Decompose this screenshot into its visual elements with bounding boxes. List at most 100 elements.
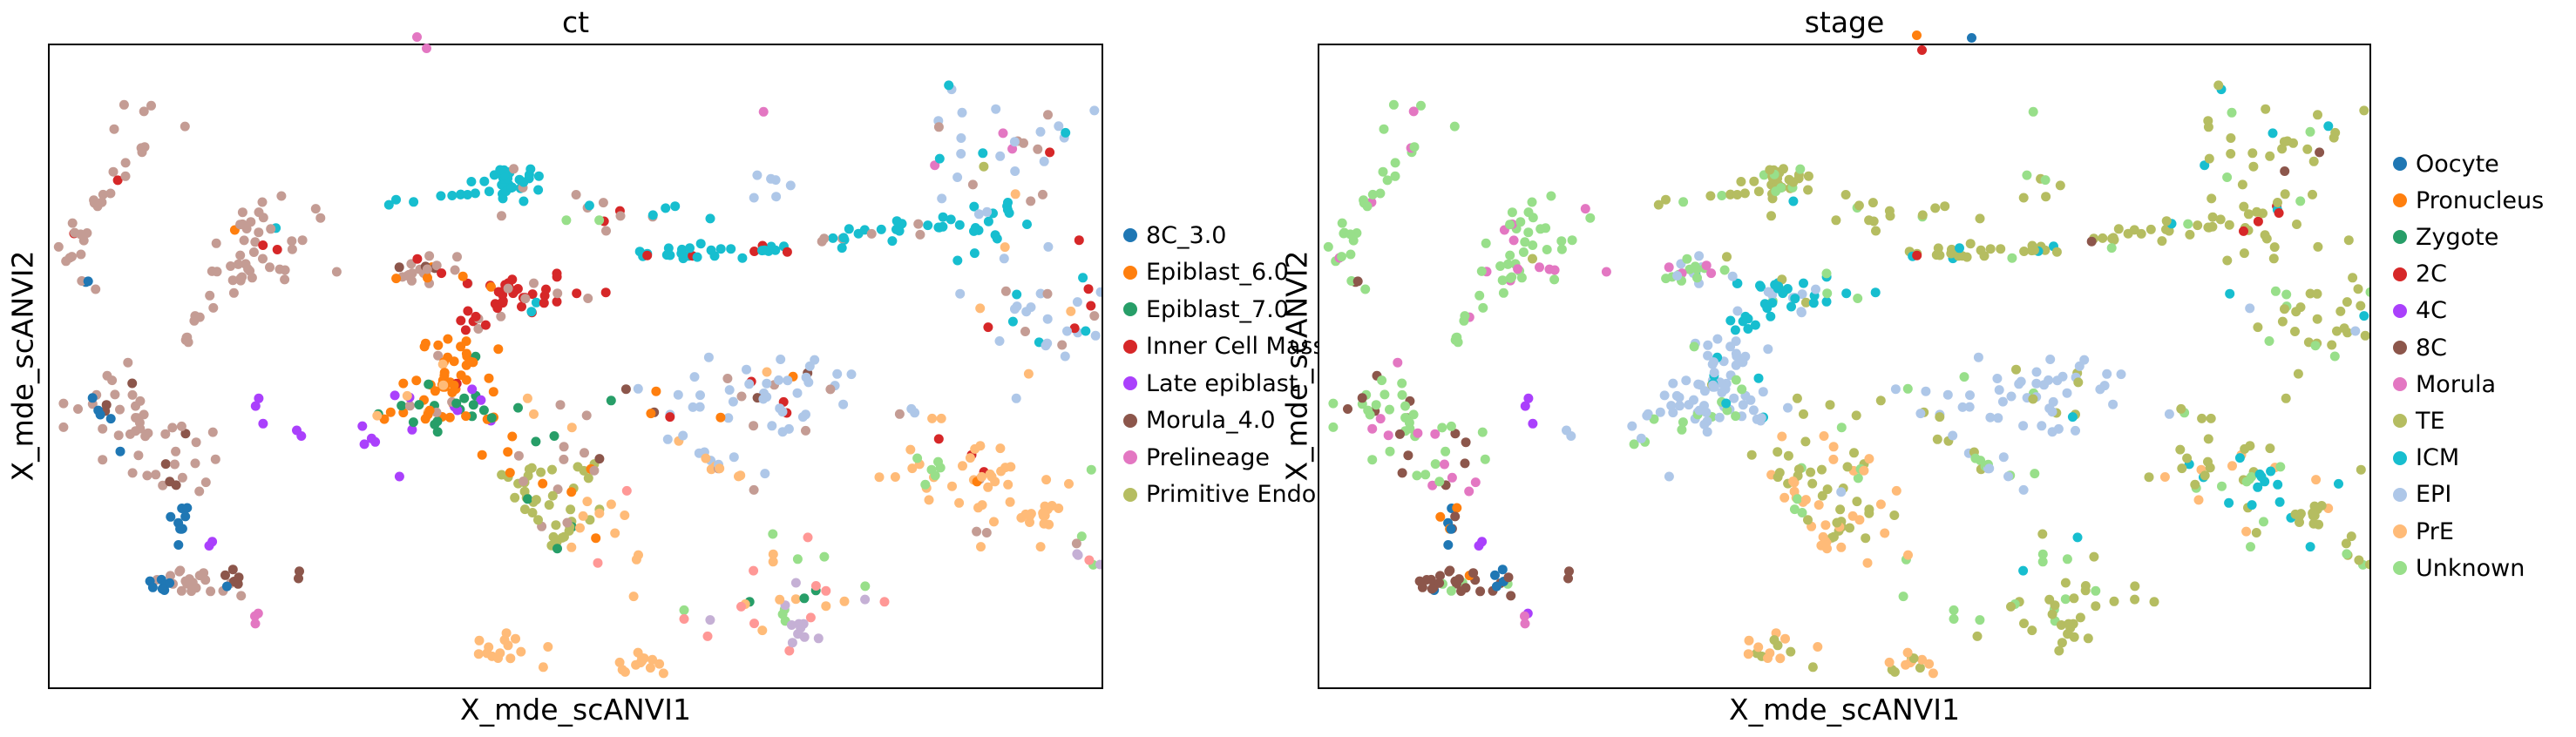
data-point xyxy=(471,311,481,321)
data-point xyxy=(1749,176,1759,186)
data-point xyxy=(758,394,769,404)
data-point xyxy=(2044,375,2054,385)
data-point xyxy=(2329,351,2340,362)
data-point xyxy=(220,570,230,580)
data-point xyxy=(726,244,736,254)
data-point xyxy=(2256,471,2267,482)
data-point xyxy=(2247,148,2258,159)
data-point xyxy=(606,499,616,510)
data-point xyxy=(248,247,259,257)
data-point xyxy=(287,236,297,247)
data-point xyxy=(1871,226,1881,236)
data-point xyxy=(1719,265,1730,275)
legend-label: ICM xyxy=(2416,444,2460,472)
data-point xyxy=(2177,463,2187,474)
data-point xyxy=(994,336,1005,346)
data-point xyxy=(990,230,1000,240)
data-point xyxy=(2264,336,2274,346)
data-point xyxy=(1527,197,1537,207)
legend-item-pronucleus: Pronucleus xyxy=(2393,189,2544,213)
data-point xyxy=(709,251,720,261)
data-point xyxy=(182,578,192,589)
data-point xyxy=(2308,156,2319,166)
data-point xyxy=(1959,372,1969,382)
data-point xyxy=(58,398,69,409)
data-point xyxy=(486,413,497,423)
data-point xyxy=(1003,479,1013,490)
data-point xyxy=(736,391,747,402)
data-point xyxy=(67,218,78,228)
legend-swatch-icon xyxy=(1123,302,1137,316)
legend-item-4c: 4C xyxy=(2393,299,2447,322)
data-point xyxy=(1528,240,1538,250)
data-point xyxy=(1502,259,1513,269)
data-point xyxy=(2330,127,2341,138)
data-point xyxy=(2277,316,2288,327)
legend-item-morula: Morula xyxy=(2393,373,2496,396)
data-point xyxy=(1789,486,1800,497)
data-point xyxy=(647,654,658,665)
data-point xyxy=(297,235,308,246)
data-point xyxy=(572,288,582,299)
data-point xyxy=(357,421,368,431)
data-point xyxy=(98,455,108,465)
data-point xyxy=(2247,500,2257,510)
legend-label: Morula_4.0 xyxy=(1146,407,1276,434)
data-point xyxy=(1452,578,1461,589)
data-point xyxy=(594,508,605,518)
data-point xyxy=(379,414,390,424)
data-point xyxy=(768,529,778,539)
legend-swatch-icon xyxy=(2393,157,2407,171)
data-point xyxy=(1884,657,1895,667)
data-point xyxy=(479,176,490,186)
data-point xyxy=(200,477,211,488)
data-point xyxy=(2019,247,2030,256)
data-point xyxy=(1836,542,1847,552)
data-point xyxy=(1748,405,1759,416)
data-point xyxy=(2022,170,2032,180)
data-point xyxy=(1412,470,1422,481)
data-point xyxy=(633,647,643,658)
data-point xyxy=(1832,517,1842,528)
data-point xyxy=(1828,454,1839,464)
data-point xyxy=(424,379,434,389)
data-point xyxy=(2259,517,2268,527)
data-point xyxy=(2051,247,2062,257)
data-point xyxy=(2062,554,2072,565)
data-point xyxy=(1026,196,1036,206)
data-point xyxy=(1889,510,1900,520)
data-point xyxy=(1071,538,1081,549)
data-point xyxy=(2203,456,2213,467)
data-point xyxy=(977,471,986,482)
data-point xyxy=(151,470,161,480)
data-point xyxy=(258,254,268,264)
data-point xyxy=(527,289,538,300)
data-point xyxy=(821,601,831,612)
data-point xyxy=(715,412,726,423)
data-point xyxy=(436,191,446,201)
data-point xyxy=(109,124,119,134)
data-point xyxy=(927,413,938,423)
data-point xyxy=(189,315,200,326)
data-point xyxy=(1825,400,1835,410)
data-point xyxy=(139,106,149,117)
data-point xyxy=(1773,283,1783,294)
data-point xyxy=(2069,593,2079,604)
data-point xyxy=(2007,253,2017,263)
data-point xyxy=(2239,201,2249,212)
data-point xyxy=(2265,151,2275,161)
data-point xyxy=(933,434,944,444)
data-point xyxy=(414,400,424,410)
data-point xyxy=(486,281,496,292)
data-point xyxy=(519,177,529,187)
data-point xyxy=(1819,431,1829,441)
data-point xyxy=(1039,156,1049,166)
data-point xyxy=(1388,99,1399,110)
data-point xyxy=(2056,620,2066,630)
data-point xyxy=(391,194,401,205)
data-point xyxy=(1328,398,1339,409)
data-point xyxy=(1563,573,1573,584)
data-point xyxy=(1948,430,1958,441)
data-point xyxy=(1474,541,1484,551)
data-point xyxy=(1450,429,1461,439)
